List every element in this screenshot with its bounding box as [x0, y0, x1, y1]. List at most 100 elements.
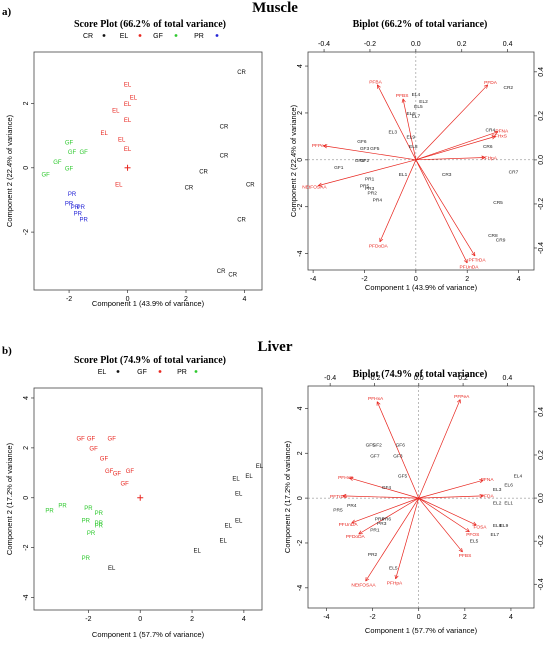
liver-biplot-loading-arrow [418, 497, 477, 526]
liver-score-point-gf: GF [108, 436, 117, 442]
liver-score-point-gf: GF [126, 469, 135, 475]
muscle-biplot-loading-arrow [323, 145, 416, 161]
muscle-biplot-arrow-head [323, 145, 327, 149]
muscle-biplot-arrow-head [377, 84, 381, 88]
muscle-biplot-sample-label: EL7 [412, 113, 421, 119]
chart-title-liver-biplot: Biplot (74.9% of total variance) [352, 369, 488, 380]
muscle-biplot-loading-label: PFBS [396, 93, 409, 99]
muscle-score-y-tick-label: -2 [23, 229, 30, 235]
muscle-biplot-sample-label: GF3 [360, 146, 370, 152]
liver-biplot-arrow-head [467, 528, 470, 532]
liver-biplot-x-tick-label: 2 [463, 614, 467, 621]
muscle-biplot-loading-label: PFPeA [312, 143, 328, 149]
liver-score-point-pr: PR [87, 531, 96, 537]
liver-score-y-tick-label: 0 [23, 496, 30, 500]
muscle-biplot-sample-label: EL4 [412, 92, 421, 98]
liver-biplot-loading-label: PFHxA [368, 396, 384, 402]
muscle-biplot-sample-label: CR4 [486, 127, 496, 133]
muscle-biplot-loading-label: PFDA [484, 80, 498, 86]
liver-biplot-arrow-head [479, 495, 484, 499]
liver-score-point-gf: GF [113, 471, 122, 477]
liver-biplot-loading-label: PFOS [466, 532, 479, 538]
liver-biplot-arrow-head [358, 530, 362, 535]
liver-biplot-y2-tick-label: 0.4 [538, 407, 545, 417]
muscle-score-y-axis-label: Component 2 (22.4% of variance) [5, 114, 14, 227]
muscle-score-point-el: EL [124, 118, 132, 124]
muscle-score-point-pr: PR [65, 202, 74, 208]
muscle-score-x-tick-label: 0 [126, 296, 130, 303]
liver-score-point-el: EL [245, 474, 253, 480]
muscle-biplot-loading-arrow [402, 98, 417, 160]
muscle-score-point-el: EL [124, 102, 132, 108]
liver-biplot-loading-label: PFDA [481, 494, 495, 500]
liver-biplot-loading-label: PFHpA [387, 581, 403, 587]
muscle-biplot-loading-label: NEtFOSAA [302, 185, 327, 191]
liver-biplot-loading-label: NEtFOSAA [351, 582, 376, 588]
liver-biplot-loading-arrow [365, 497, 419, 582]
muscle-biplot-loading-arrow [415, 136, 496, 161]
liver-score-y-tick-label: 2 [23, 446, 30, 450]
muscle-score-point-cr: CR [220, 153, 229, 159]
liver-score-point-el: EL [232, 476, 240, 482]
muscle-biplot-x-tick-label: 4 [517, 276, 521, 283]
liver-biplot-loading-label: FOSA [473, 525, 487, 531]
liver-score-point-gf: GF [121, 481, 130, 487]
liver-biplot-arrow-head [473, 521, 477, 526]
liver-biplot-sample-label: EL4 [514, 474, 523, 480]
muscle-biplot-y-tick-label: 0 [297, 158, 304, 162]
liver-biplot-sample-label: PR3 [377, 521, 387, 527]
liver-biplot-sample-label: PR4 [347, 503, 357, 509]
liver-biplot-loading-arrow [358, 497, 419, 535]
muscle-biplot-y-tick-label: -4 [297, 250, 304, 256]
muscle-biplot-arrow-head [402, 98, 406, 103]
liver-score-legend-dot [194, 370, 198, 373]
muscle-biplot-x2-tick-label: -0.2 [364, 41, 376, 48]
liver-score-point-pr: PR [45, 509, 54, 515]
muscle-biplot-loading-arrow [415, 159, 468, 264]
liver-biplot-arrow-head [461, 547, 463, 553]
liver-biplot-sample-label: EL6 [504, 483, 513, 489]
muscle-biplot-x-tick-label: 2 [465, 276, 469, 283]
liver-biplot-sample-label: EL9 [500, 523, 509, 529]
liver-biplot-sample-label: PR8 [375, 516, 385, 522]
liver-score-legend-label: EL [98, 369, 107, 376]
liver-biplot-x-tick-label: -2 [369, 614, 375, 621]
liver-score-y-axis-label: Component 2 (17.2% of variance) [5, 442, 14, 555]
muscle-score-x-tick-label: 2 [184, 296, 188, 303]
muscle-score-y-tick-label: 2 [23, 101, 30, 105]
liver-score-plot-frame [33, 387, 263, 611]
liver-biplot-loading-label: PFBS [459, 553, 472, 559]
liver-biplot-sample-label: GF3 [393, 454, 403, 460]
muscle-biplot-sample-label: EL6 [406, 111, 415, 117]
liver-biplot-y-tick-label: 4 [297, 406, 304, 410]
muscle-score-legend-label: EL [120, 33, 129, 40]
liver-biplot-arrow-head [394, 574, 396, 579]
liver-score-point-el: EL [256, 464, 264, 470]
muscle-biplot-arrow-head [481, 157, 486, 160]
liver-biplot-arrow-head [351, 519, 355, 524]
liver-score-x-tick-label: 0 [138, 616, 142, 623]
liver-biplot-loading-label: PFTrDA [330, 494, 348, 500]
muscle-biplot-loading-arrow [415, 159, 476, 257]
liver-biplot-sample-label: EL5 [389, 566, 398, 572]
muscle-biplot-sample-label: EL5 [414, 104, 423, 110]
liver-biplot-x-axis-label: Component 1 (57.7% of variance) [365, 626, 478, 635]
muscle-biplot-sample-label: EL1 [399, 172, 408, 178]
liver-score-point-el: EL [194, 549, 202, 555]
panel-letter-a: a) [2, 6, 12, 18]
liver-biplot-arrow-head [465, 530, 470, 533]
liver-score-x-tick-label: -2 [85, 616, 91, 623]
muscle-biplot-arrow-head [323, 144, 328, 147]
liver-score-legend-dot [116, 370, 120, 373]
panel-letter-b: b) [2, 345, 12, 357]
muscle-biplot-loading-label: PFHxS [492, 133, 507, 139]
liver-score-legend-label: GF [137, 369, 147, 376]
muscle-score-x-tick-label: 4 [243, 296, 247, 303]
muscle-biplot-arrow-head [318, 185, 323, 187]
liver-biplot-loading-label: PFDoDA [346, 534, 366, 540]
muscle-score-legend-dot [102, 34, 106, 37]
liver-biplot-x-tick-label: -4 [323, 614, 329, 621]
muscle-biplot-y2-tick-label: 0.0 [538, 155, 545, 165]
liver-biplot-loading-arrow [351, 497, 419, 524]
